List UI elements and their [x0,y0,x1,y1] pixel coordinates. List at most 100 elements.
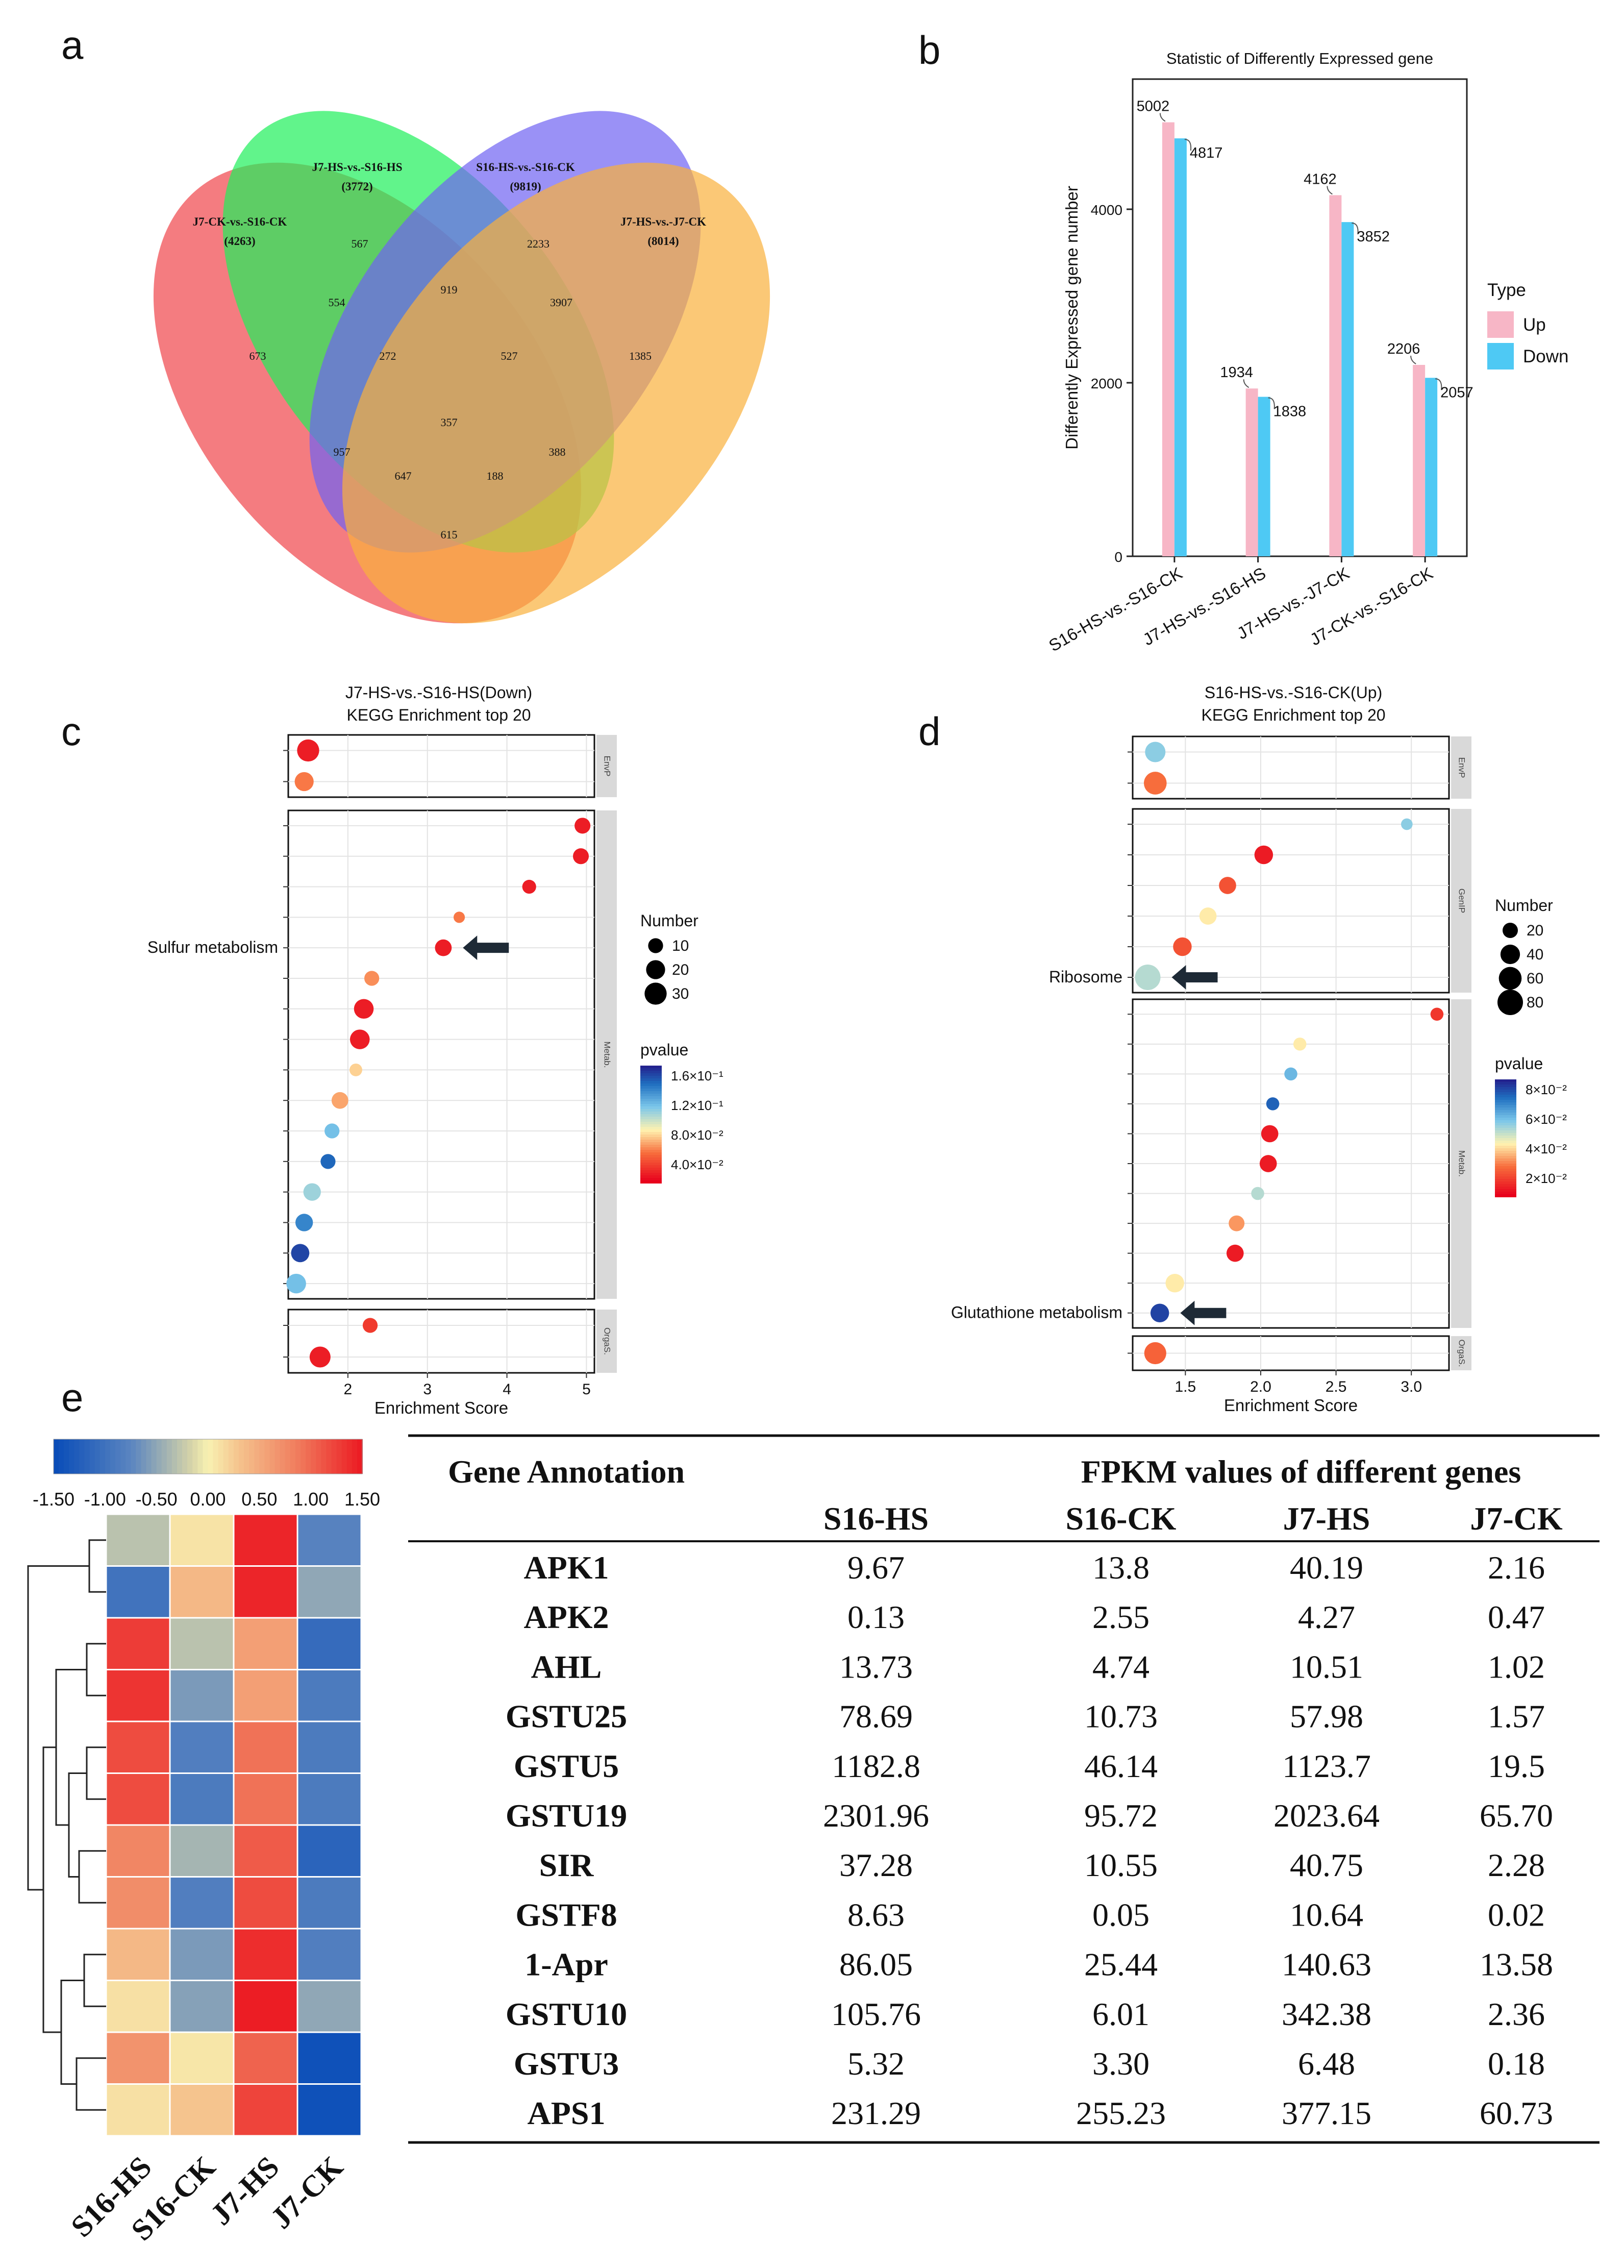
panel-letter: c [61,709,81,754]
table-cell: 3.30 [1092,2045,1150,2082]
enrichment-dot [1199,907,1217,925]
venn-region-count: 357 [441,416,458,429]
table-gene-name: GSTU10 [506,1996,627,2032]
table-cell: 1182.8 [832,1748,920,1784]
color-legend-segment [640,1165,662,1168]
chart-subtitle: KEGG Enrichment top 20 [346,706,531,724]
scale-segment [336,1439,342,1474]
scale-segment [84,1439,90,1474]
facet-strip [596,735,617,797]
table-cell: 105.76 [831,1996,921,2032]
enrichment-dot [1293,1038,1307,1051]
table-gene-name: APK2 [523,1599,609,1635]
x-tick-label: 5 [582,1381,591,1398]
color-legend-segment [640,1106,662,1110]
table-cell: 8.63 [847,1896,905,1933]
color-legend-segment [640,1073,662,1076]
color-legend-label: 8×10⁻² [1526,1082,1567,1097]
chart-title: J7-HS-vs.-S16-HS(Down) [345,683,532,702]
chart-subtitle: KEGG Enrichment top 20 [1201,706,1385,724]
color-legend-label: 8.0×10⁻² [671,1127,723,1143]
table-header-gene: Gene Annotation [448,1453,685,1490]
table-cell: 13.8 [1092,1549,1150,1586]
heatmap-cell [296,2083,362,2137]
enrichment-dot [364,971,380,986]
dendrogram-branch [42,1746,61,2033]
heatmap-cell [296,2031,362,2085]
enrichment-dot [331,1092,348,1109]
table-cell: 10.55 [1084,1847,1158,1883]
enrichment-dot [1150,1303,1169,1322]
scale-segment [228,1439,234,1474]
enrichment-dot [349,1063,362,1076]
facet-strip-label: Metab. [603,1042,612,1068]
table-cell: 0.13 [847,1599,905,1635]
heatmap-cell [105,1720,171,1774]
color-legend-segment [1495,1090,1516,1093]
table-cell: 0.47 [1488,1599,1545,1635]
color-legend-segment [640,1145,662,1148]
dendrogram-branch [83,1954,106,2007]
facet-frame [287,809,595,1300]
size-legend-label: 80 [1527,994,1543,1011]
table-cell: 5.32 [847,2045,905,2082]
table-cell: 1.02 [1488,1648,1545,1685]
scale-segment [274,1439,281,1474]
enrichment-dot [1173,937,1192,956]
facet-frame [287,734,595,798]
plot-frame [1132,78,1468,557]
venn-region-count: 188 [487,470,504,482]
scale-segment [141,1439,147,1474]
color-legend-segment [1495,1169,1516,1172]
heatmap-cell [296,1513,362,1567]
heatmap-cell [105,1513,171,1567]
color-legend-segment [1495,1130,1516,1133]
color-legend-segment [1495,1087,1516,1090]
table-cell: 4.74 [1092,1648,1150,1685]
heatmap-cell [169,1824,235,1878]
x-tick-label: 3 [423,1381,432,1398]
venn-region-count: 388 [549,446,566,458]
facet-strip [1451,736,1471,799]
enrichment-dot [1219,877,1236,894]
scale-segment [306,1439,312,1474]
enrichment-dot [453,911,465,923]
heatmap-cell [233,2031,298,2085]
heatmap-cell [169,1772,235,1826]
color-legend-segment [1495,1146,1516,1149]
size-legend-label: 20 [1527,922,1543,939]
data-label-leader [1184,139,1192,151]
venn-set-size: (4263) [224,235,255,248]
data-label-leader [1410,355,1416,364]
scale-segment [59,1439,65,1474]
heatmap-cell [105,1980,171,2033]
enrichment-dot [297,739,319,762]
heatmap-cell [169,2031,235,2085]
scale-label: -0.50 [136,1489,178,1510]
venn-region-count: 957 [334,446,351,458]
heatmap-cell [233,1772,298,1826]
bar-value-label: 4817 [1190,145,1223,161]
fpkm-table: Gene Annotation FPKM values of different … [408,1434,1600,2144]
enrichment-dot [522,879,536,894]
enrichment-dot [1229,1215,1245,1231]
scale-segment [161,1439,167,1474]
heatmap-cell [169,1617,235,1670]
scale-segment [311,1439,317,1474]
color-legend-segment [640,1170,662,1173]
heatmap-cell [105,1824,171,1878]
table-cell: 4.27 [1298,1599,1355,1635]
table-cell: 60.73 [1480,2095,1553,2131]
color-legend-segment [1495,1095,1516,1098]
table-gene-name: GSTU19 [506,1797,627,1834]
dendrogram-branch [27,1565,89,1891]
heatmap-cell [169,1565,235,1619]
enrichment-dot [1284,1067,1297,1081]
table-cell: 2.36 [1488,1996,1545,2032]
x-tick-label: 2.5 [1326,1378,1347,1395]
table-cell: 9.67 [847,1549,905,1586]
bar-chart: Statistic of Differently Expressed gene 0… [1045,50,1568,655]
color-legend-segment [640,1122,662,1125]
color-legend-segment [640,1114,662,1117]
pathway-label: Glutathione metabolism [951,1303,1122,1322]
